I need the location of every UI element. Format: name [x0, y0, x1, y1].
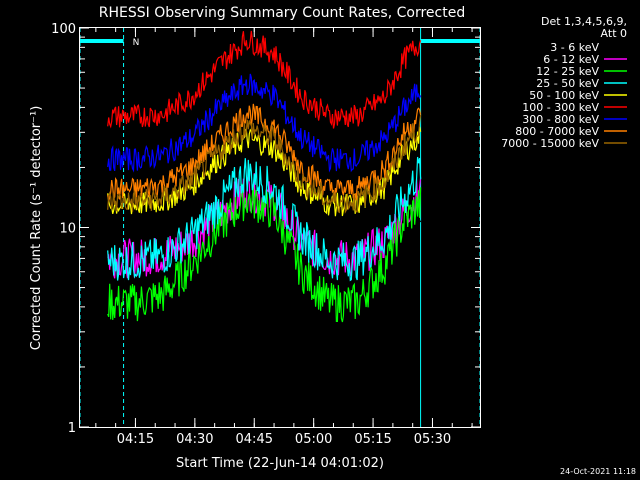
y-axis-label: Corrected Count Rate (s⁻¹ detector⁻¹): [29, 106, 44, 351]
x-tick-label: 04:45: [236, 432, 273, 447]
y-tick-label: 10: [59, 222, 76, 237]
legend-entry-label: 6 - 12 keV: [543, 53, 599, 66]
x-tick-label: 05:30: [414, 432, 451, 447]
y-tick-label: 100: [51, 22, 76, 37]
legend-header-line-1: Det 1,3,4,5,6,9,: [541, 15, 627, 28]
plot-frame: [79, 27, 481, 428]
timestamp: 24-Oct-2021 11:18: [560, 467, 636, 476]
axes: 04:15 04:30 04:45 05:00 05:15 05:30 1 10 100: [51, 22, 480, 447]
series-line: [107, 30, 422, 129]
night-flag-label: N: [133, 38, 140, 48]
y-tick-label: 1: [68, 421, 76, 436]
plot-area: N: [79, 28, 481, 427]
series-line: [107, 73, 422, 173]
legend-entry-label: 7000 - 15000 keV: [501, 137, 599, 150]
x-tick-label: 04:30: [176, 432, 213, 447]
series-line: [107, 114, 422, 214]
legend-entry-label: 3 - 6 keV: [550, 41, 599, 54]
legend-entry-label: 50 - 100 keV: [529, 89, 599, 102]
legend-entry-label: 800 - 7000 keV: [515, 125, 599, 138]
x-tick-label: 04:15: [117, 432, 154, 447]
legend-entry-label: 25 - 50 keV: [536, 77, 599, 90]
chart-title: RHESSI Observing Summary Count Rates, Co…: [99, 5, 465, 21]
legend-entry-label: 100 - 300 keV: [522, 101, 599, 114]
legend-entry-label: 12 - 25 keV: [536, 65, 599, 78]
legend-entry-label: 300 - 800 keV: [522, 113, 599, 126]
x-tick-label: 05:00: [295, 432, 332, 447]
x-tick-label: 05:15: [354, 432, 391, 447]
series-line: [107, 156, 422, 282]
x-axis-label: Start Time (22-Jun-14 04:01:02): [176, 456, 384, 471]
legend-header-line-2: Att 0: [601, 27, 627, 40]
